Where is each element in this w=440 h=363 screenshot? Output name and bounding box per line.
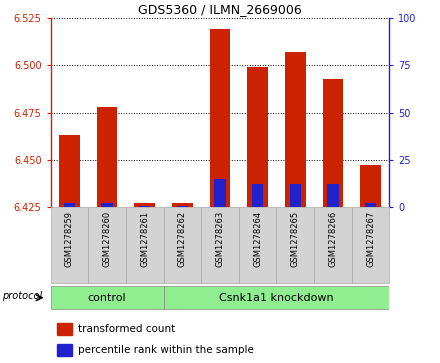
- Text: Csnk1a1 knockdown: Csnk1a1 knockdown: [219, 293, 334, 303]
- Bar: [276, 207, 314, 283]
- Bar: [64, 203, 75, 207]
- Title: GDS5360 / ILMN_2669006: GDS5360 / ILMN_2669006: [138, 3, 302, 16]
- Bar: [88, 207, 126, 283]
- Text: transformed count: transformed count: [78, 324, 176, 334]
- Bar: [285, 52, 306, 207]
- Bar: [201, 207, 239, 283]
- Bar: [239, 207, 276, 283]
- Text: GSM1278259: GSM1278259: [65, 211, 74, 267]
- Bar: [51, 207, 88, 283]
- Bar: [57, 323, 72, 335]
- Text: GSM1278265: GSM1278265: [291, 211, 300, 267]
- Bar: [290, 184, 301, 207]
- Bar: [177, 206, 188, 207]
- Text: GSM1278266: GSM1278266: [328, 211, 337, 267]
- Bar: [209, 29, 231, 207]
- Bar: [97, 107, 117, 207]
- Bar: [214, 179, 226, 207]
- Text: protocol: protocol: [3, 291, 43, 301]
- Text: GSM1278264: GSM1278264: [253, 211, 262, 267]
- Bar: [126, 207, 164, 283]
- Bar: [172, 203, 193, 207]
- Bar: [360, 166, 381, 207]
- Bar: [139, 206, 150, 207]
- Bar: [314, 207, 352, 283]
- Bar: [164, 207, 201, 283]
- Bar: [327, 184, 339, 207]
- Text: control: control: [88, 293, 126, 303]
- Bar: [252, 184, 263, 207]
- Bar: [365, 203, 376, 207]
- Text: GSM1278263: GSM1278263: [216, 211, 224, 267]
- Text: GSM1278260: GSM1278260: [103, 211, 112, 267]
- Bar: [57, 344, 72, 356]
- Text: GSM1278267: GSM1278267: [366, 211, 375, 267]
- Bar: [59, 135, 80, 207]
- Bar: [352, 207, 389, 283]
- Text: GSM1278262: GSM1278262: [178, 211, 187, 267]
- Bar: [134, 203, 155, 207]
- Bar: [164, 286, 389, 309]
- Bar: [102, 203, 113, 207]
- Text: percentile rank within the sample: percentile rank within the sample: [78, 345, 254, 355]
- Bar: [247, 67, 268, 207]
- Bar: [51, 286, 164, 309]
- Bar: [323, 78, 343, 207]
- Text: GSM1278261: GSM1278261: [140, 211, 149, 267]
